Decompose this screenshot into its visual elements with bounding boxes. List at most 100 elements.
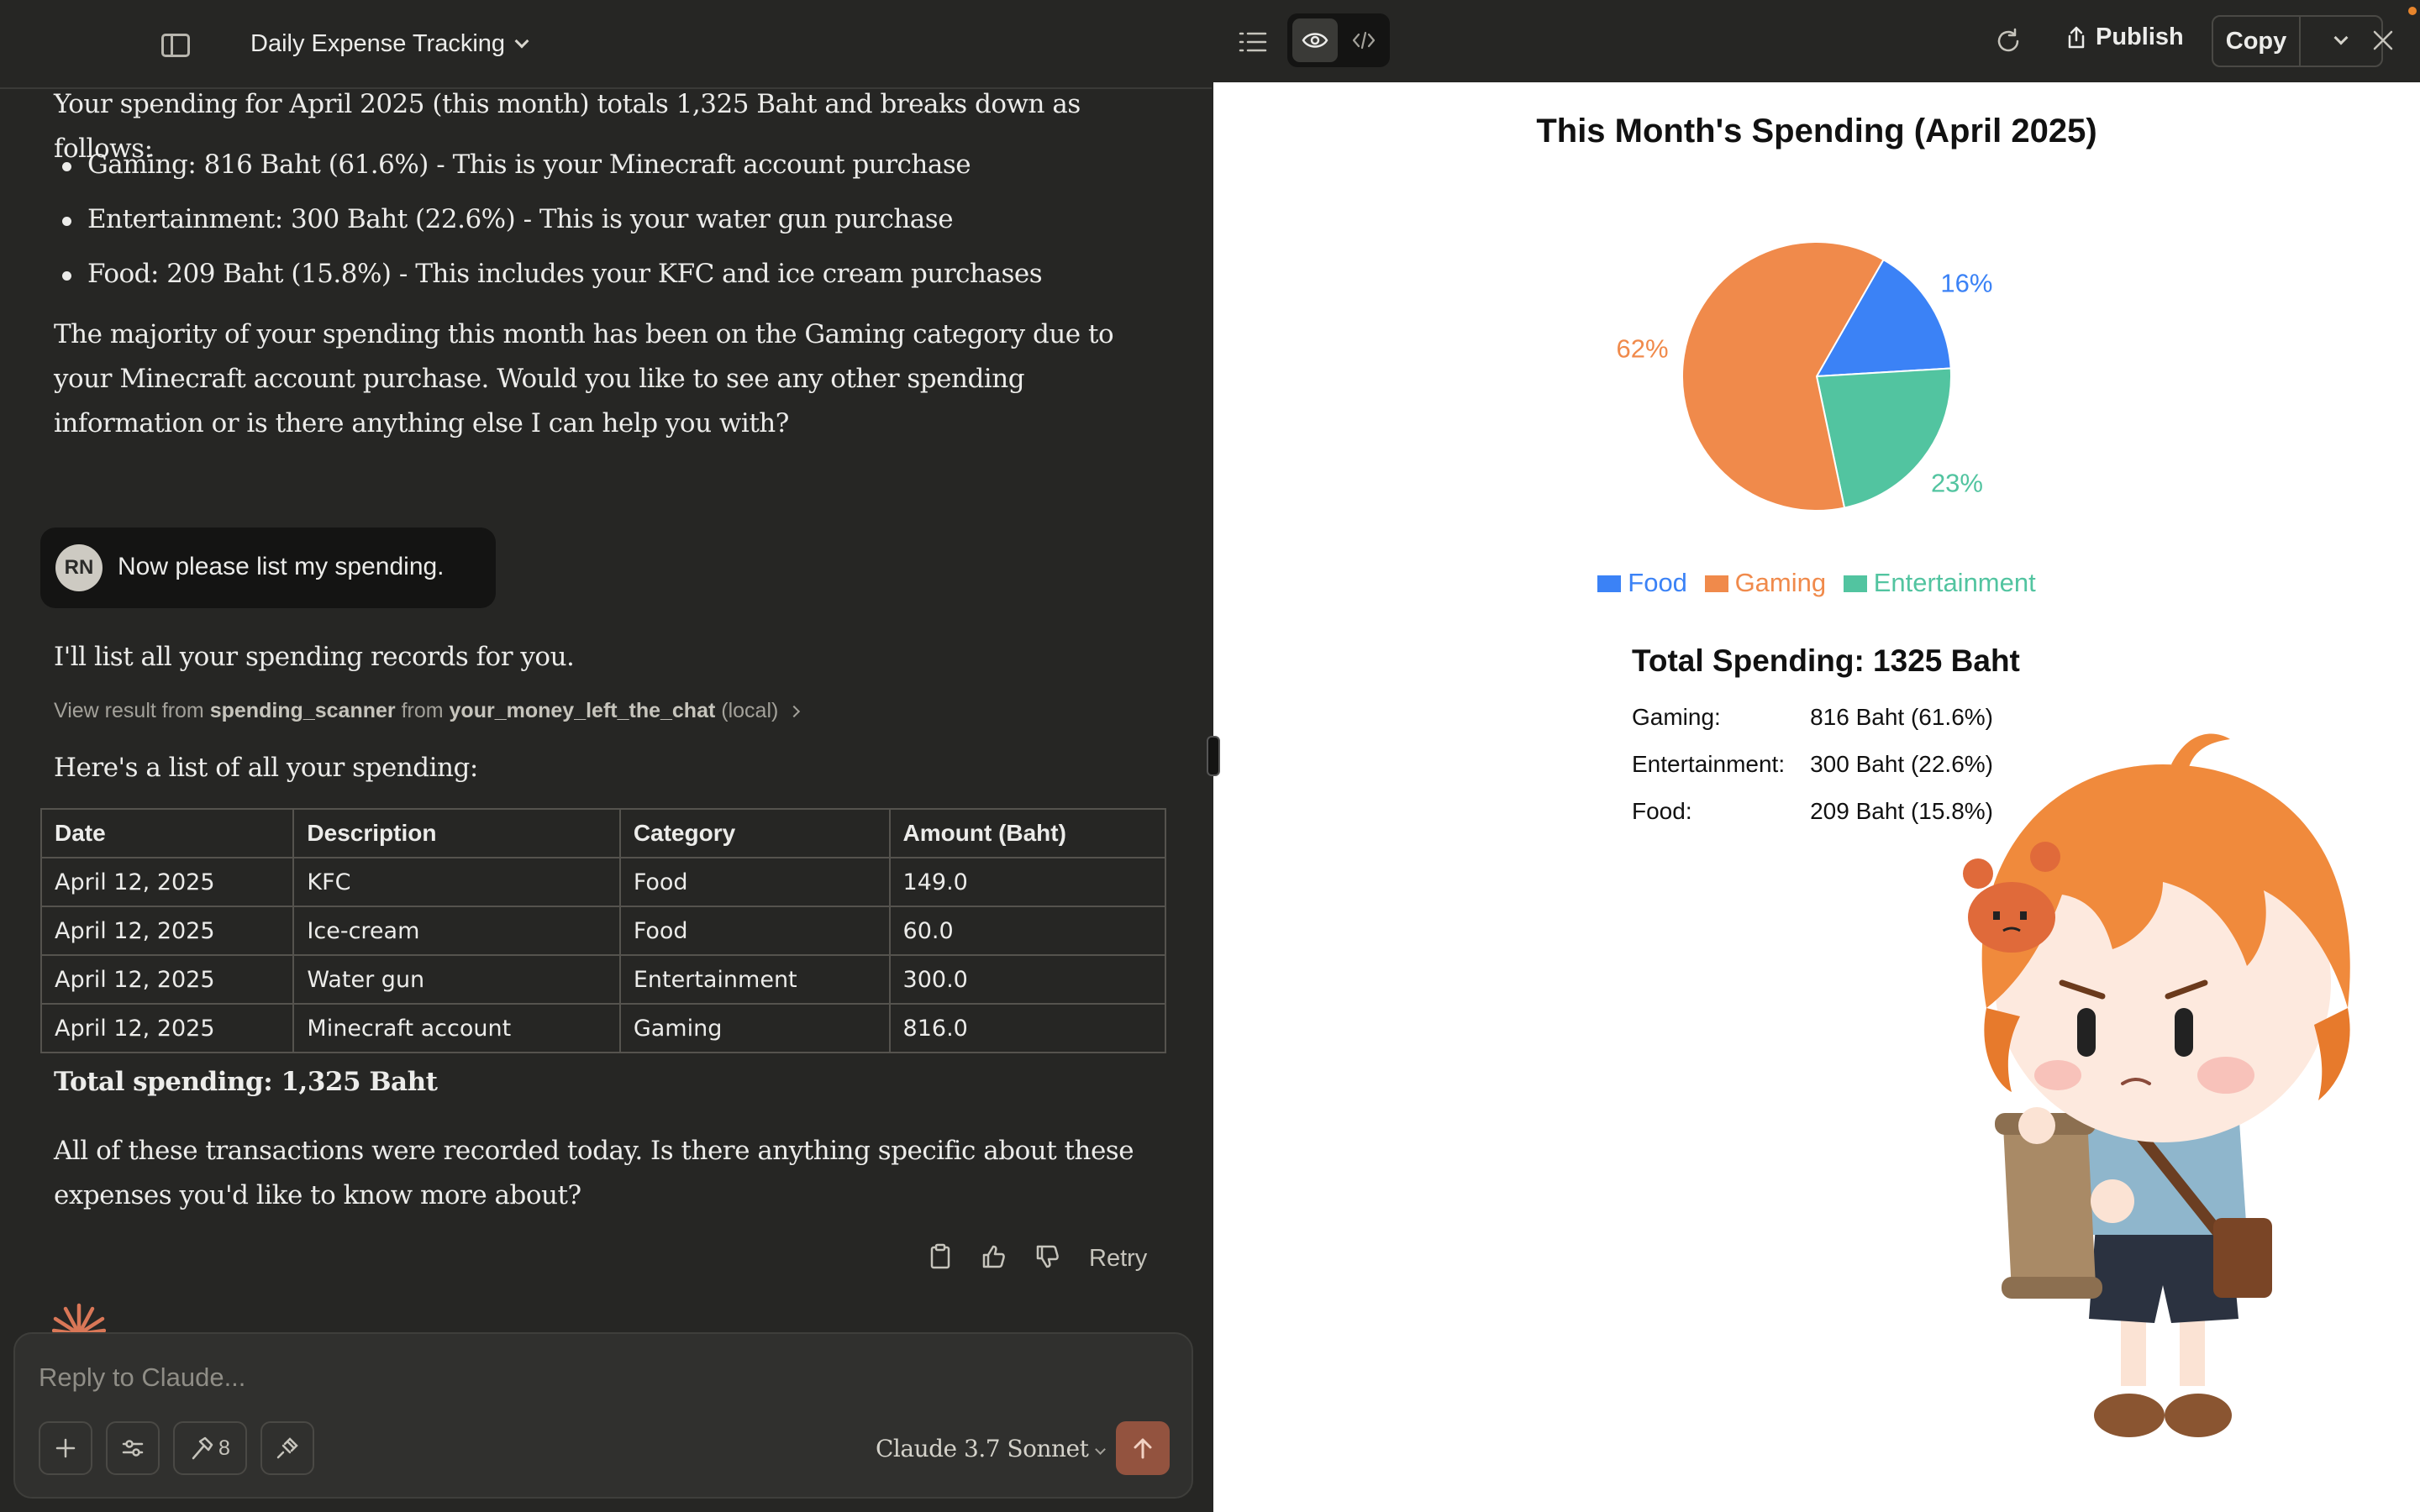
artifact-panel: Publish Copy This Month's Spending (Apri… — [1213, 0, 2420, 1512]
assistant-summary-line-1: The majority of your spending this month… — [54, 319, 1114, 349]
sliders-icon — [122, 1440, 144, 1457]
add-attachment-button[interactable] — [39, 1421, 92, 1475]
bullet-food: Food: 209 Baht (15.8%) - This includes y… — [61, 259, 1043, 289]
artifact-toolbar: Publish Copy — [1213, 0, 2420, 82]
summary-title: Total Spending: 1325 Baht — [1632, 643, 2020, 678]
list-icon[interactable] — [1239, 30, 1267, 54]
column-header-description: Description — [292, 808, 621, 858]
pie-slice-gaming[interactable] — [1681, 241, 1885, 512]
arrow-up-icon — [1134, 1438, 1152, 1459]
copy-button-group: Copy — [2212, 15, 2383, 67]
chart-title: This Month's Spending (April 2025) — [1536, 113, 2097, 150]
code-icon — [1352, 31, 1376, 50]
tools-count: 8 — [218, 1436, 230, 1460]
mascot-illustration — [1963, 733, 2350, 1437]
plus-icon — [55, 1438, 76, 1458]
table-header-row: Date Description Category Amount (Baht) — [39, 808, 1167, 858]
preview-button[interactable] — [1292, 18, 1338, 62]
legend-item-food[interactable]: Food — [1597, 568, 1687, 598]
pie-label-gaming: 62% — [1617, 333, 1669, 363]
pie-slice-entertainment[interactable] — [1815, 367, 1952, 509]
refresh-icon[interactable] — [1994, 27, 2023, 55]
chevron-down-icon — [2333, 30, 2349, 45]
cell-category: Food — [618, 906, 891, 956]
table-row: April 12, 2025 Water gun Entertainment 3… — [39, 954, 1167, 1005]
cell-amount: 300.0 — [888, 954, 1167, 1005]
assistant-summary-line-2: your Minecraft account purchase. Would y… — [54, 364, 1025, 394]
copy-button[interactable]: Copy — [2213, 17, 2301, 66]
publish-label: Publish — [2096, 24, 2184, 50]
cell-description: Minecraft account — [292, 1003, 621, 1053]
send-button[interactable] — [1116, 1421, 1170, 1475]
summary-label-gaming: Gaming: — [1632, 704, 1721, 730]
chart-legend: Food Gaming Entertainment — [1213, 568, 2420, 598]
tool-from-word: from — [401, 699, 444, 722]
legend-swatch-gaming — [1704, 575, 1728, 592]
settings-button[interactable] — [106, 1421, 160, 1475]
close-icon[interactable] — [2370, 27, 2396, 54]
legend-label-food: Food — [1628, 568, 1687, 597]
clipboard-icon[interactable] — [928, 1243, 953, 1270]
legend-item-entertainment[interactable]: Entertainment — [1843, 568, 2036, 598]
notification-dot — [2408, 7, 2417, 15]
table-row: April 12, 2025 KFC Food 149.0 — [39, 857, 1167, 907]
table-row: April 12, 2025 Ice-cream Food 60.0 — [39, 906, 1167, 956]
total-spending-text: Total spending: 1,325 Baht — [54, 1067, 438, 1097]
panel-resize-handle[interactable] — [1207, 736, 1220, 776]
chat-title-dropdown[interactable]: Daily Expense Tracking — [250, 30, 529, 58]
column-header-amount: Amount (Baht) — [888, 808, 1167, 858]
tool-name: spending_scanner — [209, 699, 396, 722]
legend-item-gaming[interactable]: Gaming — [1704, 568, 1826, 598]
tool-result-prefix: View result from — [54, 699, 204, 722]
cell-amount: 60.0 — [888, 906, 1167, 956]
legend-swatch-entertainment — [1843, 575, 1867, 592]
eye-icon — [1302, 33, 1328, 48]
reply-input-placeholder[interactable]: Reply to Claude... — [39, 1362, 246, 1392]
summary-label-entertainment: Entertainment: — [1632, 751, 1786, 777]
user-message-text: Now please list my spending. — [118, 553, 445, 580]
spending-pie-chart: 16% 23% 62% — [1617, 241, 1992, 512]
cell-date: April 12, 2025 — [39, 857, 295, 907]
thumbs-down-icon[interactable] — [1034, 1243, 1060, 1270]
closing-line-1: All of these transactions were recorded … — [54, 1136, 1134, 1166]
pie-slice-food[interactable] — [1815, 258, 1952, 378]
view-mode-toggle — [1287, 13, 1390, 67]
integrations-button[interactable] — [260, 1421, 314, 1475]
chevron-right-icon — [788, 705, 801, 718]
cell-description: Water gun — [292, 954, 621, 1005]
column-header-date: Date — [39, 808, 295, 858]
tool-server: your_money_left_the_chat — [449, 699, 716, 722]
model-name: Claude 3.7 Sonnet — [876, 1435, 1089, 1462]
retry-button[interactable]: Retry — [1089, 1245, 1148, 1272]
summary-value-gaming: 816 Baht (61.6%) — [1810, 704, 1993, 730]
table-row: April 12, 2025 Minecraft account Gaming … — [39, 1003, 1167, 1053]
cell-description: Ice-cream — [292, 906, 621, 956]
claude-logo-icon — [52, 1303, 106, 1334]
chevron-down-icon — [1095, 1444, 1107, 1455]
model-selector[interactable]: Claude 3.7 Sonnet — [876, 1435, 1107, 1462]
thumbs-up-icon[interactable] — [981, 1243, 1006, 1270]
sidebar-toggle-icon[interactable] — [161, 34, 190, 57]
bullet-entertainment: Entertainment: 300 Baht (22.6%) - This i… — [61, 204, 954, 234]
cell-category: Entertainment — [618, 954, 891, 1005]
publish-button[interactable]: Publish — [2065, 24, 2184, 51]
assistant-intro: Your spending for April 2025 (this month… — [54, 89, 1081, 164]
tool-result-link[interactable]: View result from spending_scanner from y… — [54, 699, 801, 723]
pie-label-entertainment: 23% — [1931, 468, 1983, 497]
bullet-gaming: Gaming: 816 Baht (61.6%) - This is your … — [61, 150, 971, 180]
summary-value-entertainment: 300 Baht (22.6%) — [1810, 751, 1993, 777]
plug-icon — [276, 1437, 298, 1459]
code-view-button[interactable] — [1343, 18, 1385, 62]
reply-input-box[interactable]: Reply to Claude... 8 Claude 3.7 Sonnet — [13, 1332, 1193, 1499]
tool-suffix: (local) — [721, 699, 779, 722]
cell-category: Food — [618, 857, 891, 907]
cell-date: April 12, 2025 — [39, 1003, 295, 1053]
legend-label-entertainment: Entertainment — [1873, 568, 2036, 597]
column-header-category: Category — [618, 808, 891, 858]
list-heading: Here's a list of all your spending: — [54, 753, 478, 783]
assistant-summary-line-3: information or is there anything else I … — [54, 408, 789, 438]
tools-button[interactable]: 8 — [173, 1421, 247, 1475]
assistant-list-intro: I'll list all your spending records for … — [54, 642, 575, 672]
spending-table: Date Description Category Amount (Baht) … — [39, 808, 1167, 1053]
summary-label-food: Food: — [1632, 798, 1692, 824]
